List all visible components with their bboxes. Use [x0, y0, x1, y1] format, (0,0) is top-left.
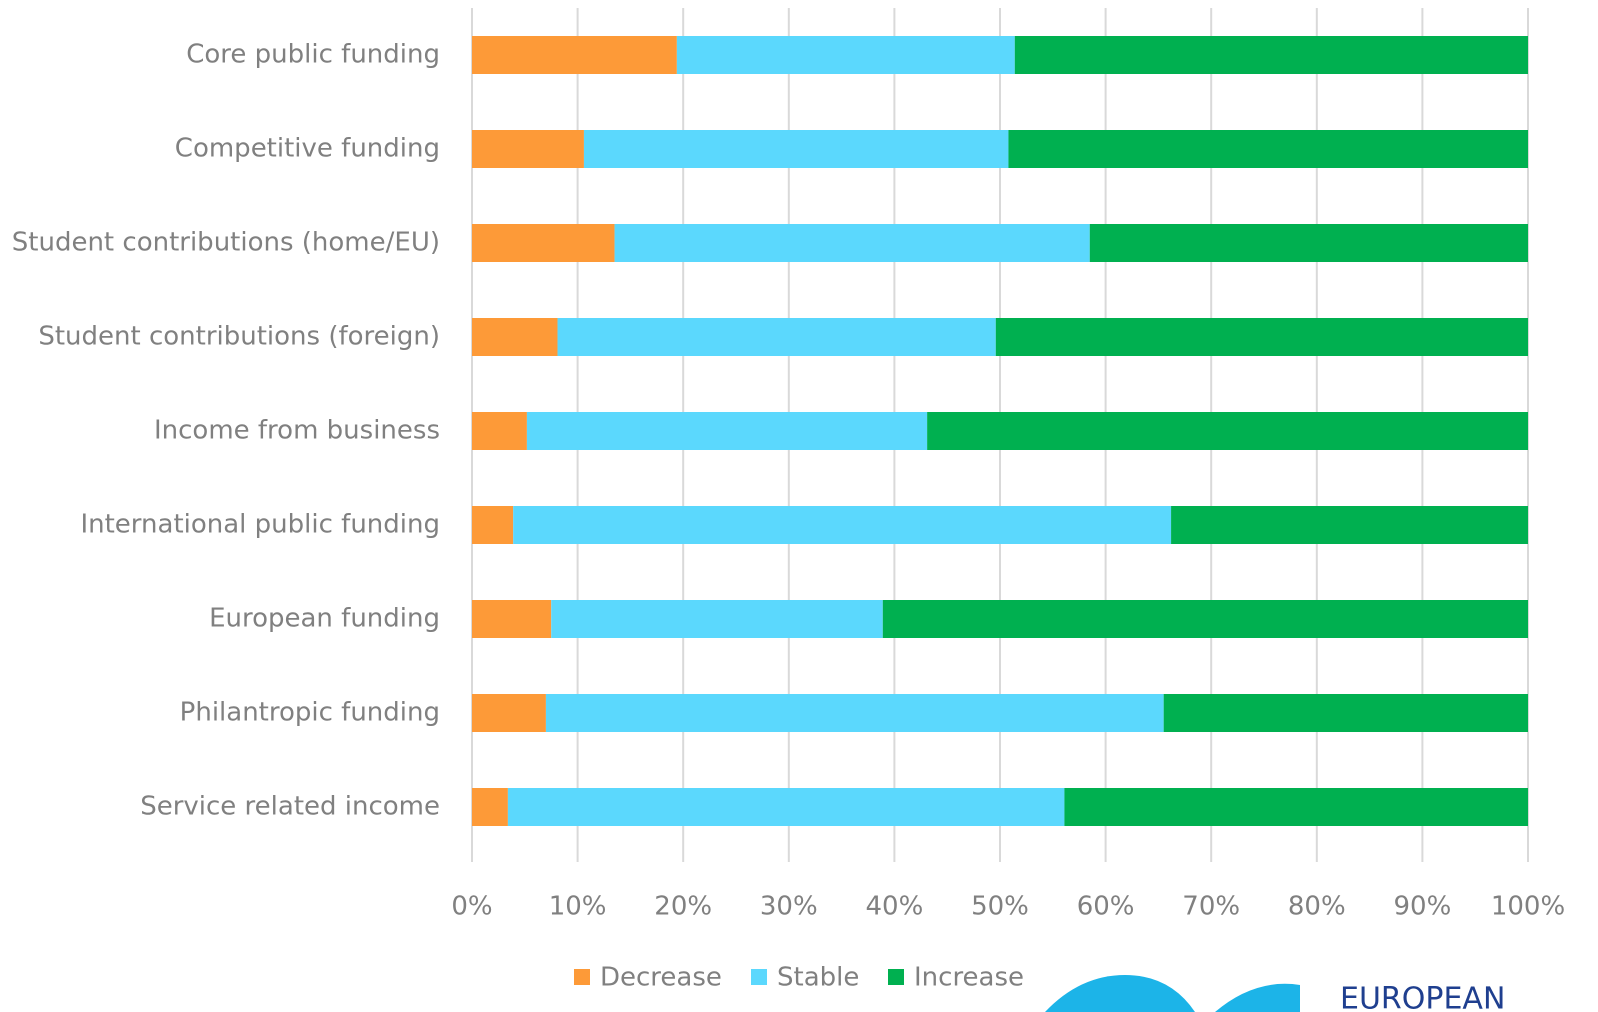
x-tick-label: 50%: [971, 892, 1029, 922]
y-tick-label: Student contributions (foreign): [38, 322, 440, 352]
bar-segment: [1014, 36, 1528, 74]
bar-segment: [472, 412, 527, 450]
legend-swatch: [574, 969, 590, 985]
bar-segment: [472, 224, 615, 262]
bar-segment: [526, 412, 928, 450]
x-tick-label: 60%: [1077, 892, 1135, 922]
bar-segment: [583, 130, 1009, 168]
bar-segment: [472, 318, 558, 356]
bar-segment: [882, 600, 1528, 638]
x-tick-label: 40%: [866, 892, 924, 922]
bar-segment: [557, 318, 996, 356]
y-tick-label: Core public funding: [186, 40, 440, 70]
y-tick-label: Student contributions (home/EU): [12, 228, 440, 258]
y-tick-label: European funding: [209, 604, 440, 634]
bar-segment: [472, 506, 514, 544]
bar-segment: [545, 694, 1164, 732]
legend-label: Stable: [777, 963, 859, 993]
x-tick-label: 0%: [451, 892, 492, 922]
x-tick-label: 100%: [1491, 892, 1565, 922]
bar-segment: [1163, 694, 1528, 732]
bar-segment: [507, 788, 1065, 826]
bar-segment: [995, 318, 1528, 356]
legend-label: Increase: [914, 963, 1024, 993]
y-tick-label: International public funding: [80, 510, 440, 540]
legend-swatch: [751, 969, 767, 985]
legend-swatch: [888, 969, 904, 985]
x-tick-label: 90%: [1394, 892, 1452, 922]
x-tick-label: 80%: [1288, 892, 1346, 922]
bar-segment: [472, 600, 552, 638]
bar-segment: [1089, 224, 1528, 262]
bar-segment: [472, 694, 546, 732]
x-tick-label: 30%: [760, 892, 818, 922]
bar-segment: [1064, 788, 1528, 826]
y-tick-label: Service related income: [140, 792, 440, 822]
legend-label: Decrease: [600, 963, 722, 993]
bar-segment: [472, 130, 584, 168]
x-tick-label: 20%: [654, 892, 712, 922]
bar-segment: [513, 506, 1172, 544]
bar-segment: [614, 224, 1090, 262]
bar-segment: [472, 788, 508, 826]
bar-segment: [1008, 130, 1528, 168]
logo-shape: [1215, 983, 1300, 1012]
bar-segment: [927, 412, 1528, 450]
logo-shape: [1045, 975, 1195, 1012]
y-tick-label: Competitive funding: [175, 134, 440, 164]
y-tick-label: Philantropic funding: [180, 698, 440, 728]
bar-segment: [1171, 506, 1528, 544]
x-tick-label: 70%: [1182, 892, 1240, 922]
logo-text: EUROPEAN: [1340, 982, 1505, 1012]
bar-segment: [551, 600, 883, 638]
y-tick-label: Income from business: [154, 416, 440, 446]
bar-segment: [676, 36, 1015, 74]
x-tick-label: 10%: [549, 892, 607, 922]
bar-segment: [472, 36, 677, 74]
logo: EUROPEAN: [1045, 975, 1505, 1012]
